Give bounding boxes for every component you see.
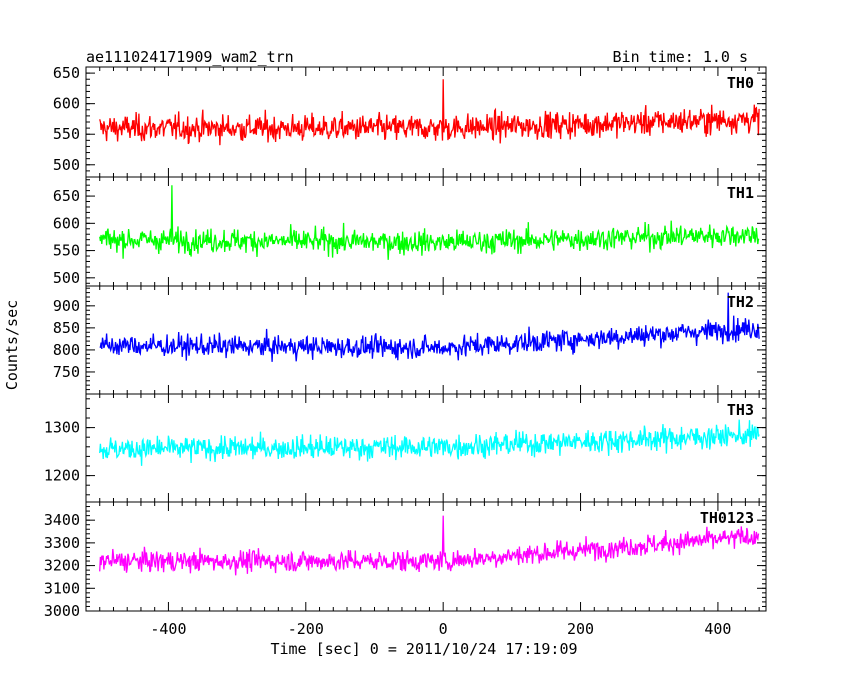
y-tick-label: 800 [53,341,80,359]
x-tick-label: -400 [150,620,186,638]
y-tick-label: 650 [53,64,80,82]
chart-title: ae111024171909_wam2_trn [86,48,294,66]
y-tick-label: 900 [53,297,80,315]
panels-layer: 500 550 600 650 TH0 500 550 600 650 TH1 750 800 850 9… [44,64,767,638]
series-line-th2 [99,292,760,362]
y-tick-label: 3100 [44,579,80,597]
panel-frame [85,501,767,612]
y-tick-label: 850 [53,319,80,337]
y-tick-label: 3000 [44,602,80,620]
series-line-th1 [99,185,760,260]
y-tick-label: 650 [53,187,80,205]
y-tick-label: 3200 [44,557,80,575]
panel-th0: 500 550 600 650 TH0 [53,64,767,178]
panel-label-th0: TH0 [727,74,754,92]
y-tick-label: 500 [53,269,80,287]
y-tick-label: 550 [53,125,80,143]
panel-th1: 500 550 600 650 TH1 [53,176,767,287]
y-tick-label: 1300 [44,419,80,437]
panel-label-th0123: TH0123 [700,509,754,527]
panel-th2: 750 800 850 900 TH2 [53,285,767,395]
panel-label-th1: TH1 [727,184,754,202]
panel-th0123: 3000 3100 3200 3300 3400 TH0123 [44,501,767,620]
y-tick-label: 3300 [44,534,80,552]
y-axis-label: Counts/sec [3,300,21,390]
x-tick-label: 400 [704,620,731,638]
y-tick-label: 600 [53,95,80,113]
y-tick-label: 3400 [44,511,80,529]
y-tick-label: 750 [53,363,80,381]
y-tick-label: 1200 [44,467,80,485]
y-tick-label: 500 [53,156,80,174]
x-tick-label: 200 [567,620,594,638]
x-tick-label: -200 [288,620,324,638]
y-tick-label: 550 [53,242,80,260]
panel-th3: 1200 1300 TH3 [44,393,767,503]
series-line-th0123 [99,515,760,576]
bin-time-label: Bin time: 1.0 s [613,48,748,66]
x-tick-label: 0 [439,620,448,638]
series-line-th0 [99,79,760,146]
series-line-th3 [99,419,760,466]
x-axis-label: Time [sec] 0 = 2011/10/24 17:19:09 [270,640,577,658]
panel-label-th2: TH2 [727,293,754,311]
y-tick-label: 600 [53,214,80,232]
panel-label-th3: TH3 [727,401,754,419]
